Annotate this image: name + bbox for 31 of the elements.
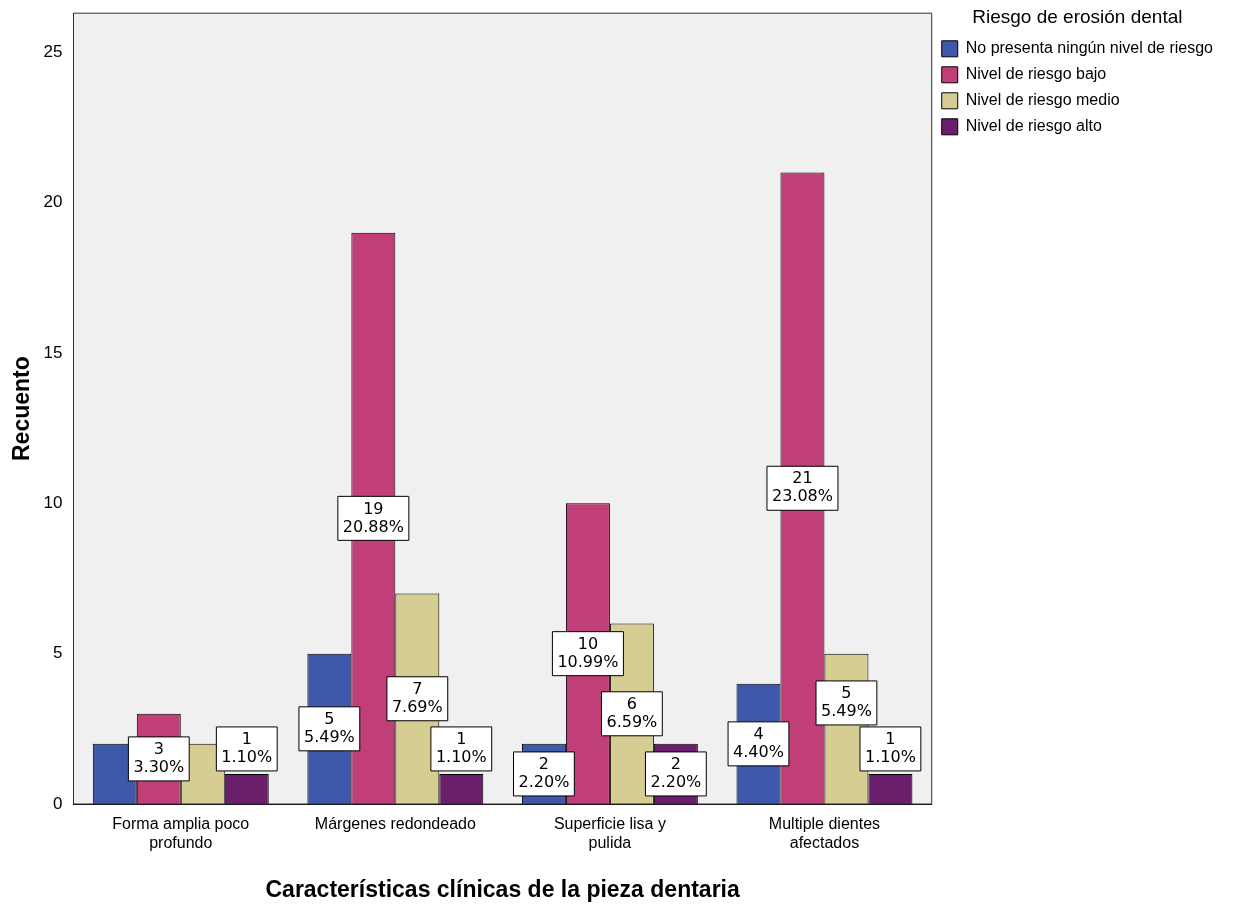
data-label: 2 2.20% — [650, 754, 702, 792]
data-label: 5 5.49% — [821, 683, 872, 721]
data-label: 19 20.88% — [342, 498, 404, 536]
legend-label: Nivel de riesgo alto — [965, 117, 1102, 135]
data-label: 6 6.59% — [606, 693, 658, 731]
data-label: 5 5.49% — [303, 708, 355, 746]
x-axis-title: Características clínicas de la pieza dentaria — [265, 875, 740, 902]
y-tick-label: 0 — [53, 793, 63, 813]
x-tick-label: Forma amplia poco profundo — [112, 815, 250, 852]
y-tick-label: 10 — [43, 493, 63, 512]
data-label: 1 1.10% — [435, 729, 487, 767]
y-tick-label: 5 — [53, 643, 63, 663]
data-label: 1 1.10% — [221, 729, 273, 767]
data-label: 21 23.08% — [771, 468, 833, 506]
legend-label: No presenta ningún nivel de riesgo — [965, 39, 1214, 57]
x-tick-label: Superficie lisa y pulida — [553, 815, 666, 852]
data-label: 2 2.20% — [518, 754, 570, 792]
y-tick-label: 20 — [43, 192, 63, 212]
data-label: 1 1.10% — [865, 729, 916, 767]
legend-title: Riesgo de erosión dental — [972, 5, 1183, 27]
x-tick-label: Multiple dientes afectados — [768, 815, 881, 852]
y-tick-label: 25 — [43, 41, 63, 61]
legend-label: Nivel de riesgo medio — [965, 91, 1120, 109]
y-tick-label: 15 — [43, 342, 63, 362]
data-label: 4 4.40% — [733, 724, 784, 762]
data-label: 3 3.30% — [133, 739, 185, 777]
data-label: 10 10.99% — [557, 633, 619, 671]
data-label: 7 7.69% — [391, 678, 443, 716]
x-tick-label: Márgenes redondeado — [314, 815, 476, 833]
y-axis-title: Recuento — [8, 356, 35, 461]
legend-label: Nivel de riesgo bajo — [965, 65, 1107, 83]
